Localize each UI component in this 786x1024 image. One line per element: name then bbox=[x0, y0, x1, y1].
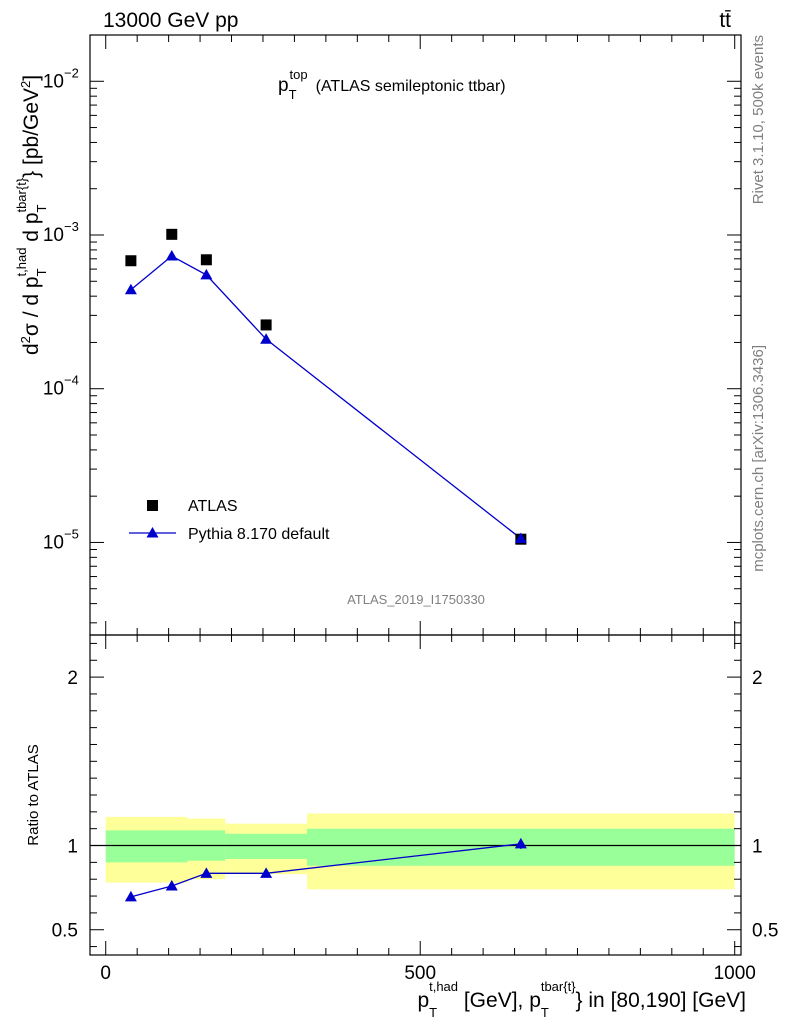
ratio-point-0 bbox=[124, 890, 137, 902]
uncertainty-band-inner-2 bbox=[225, 833, 307, 859]
ratio-y-label: Ratio to ATLAS bbox=[25, 744, 42, 845]
ratio-xtick-label-0: 0 bbox=[100, 963, 111, 984]
ratio-ytick-label-left-0: 0.5 bbox=[52, 921, 78, 942]
atlas-point-3 bbox=[260, 319, 272, 331]
atlas-point-1 bbox=[166, 228, 178, 240]
main-ytick-exp-1: −3 bbox=[64, 219, 79, 234]
ratio-frame bbox=[89, 634, 742, 956]
ratio-xtick-label-1: 500 bbox=[404, 963, 436, 984]
main-ytick-exp-0: −2 bbox=[64, 65, 79, 80]
ratio-ytick-label-right-2: 2 bbox=[752, 668, 763, 689]
ratio-panel: 0.5 0.5 1 1 2 2 0 500 1000 Ratio to ATLAS pTt,ha… bbox=[25, 634, 778, 1020]
main-ytick-exp-3: −5 bbox=[64, 526, 79, 541]
atlas-point-0 bbox=[125, 255, 137, 267]
beam-label: 13000 GeV pp bbox=[103, 9, 238, 32]
legend-mc-marker bbox=[146, 527, 159, 538]
ratio-ytick-label-left-2: 2 bbox=[67, 668, 78, 689]
main-ytick-label-1: 10 bbox=[43, 225, 64, 246]
mc-point-1 bbox=[165, 250, 178, 261]
x-axis-label: pTt,had [GeV], pTtbar{t}} in [80,190] [G… bbox=[417, 979, 746, 1020]
legend-mc-label: Pythia 8.170 default bbox=[188, 526, 330, 543]
uncertainty-band-inner-0 bbox=[105, 830, 188, 863]
mc-point-0 bbox=[124, 283, 137, 295]
main-ytick-label-3: 10 bbox=[43, 532, 64, 553]
main-title: pTtop(ATLAS semileptonic ttbar) bbox=[278, 67, 506, 102]
main-frame bbox=[89, 34, 742, 636]
ratio-xtick-label-2: 1000 bbox=[714, 963, 756, 984]
ratio-point-1 bbox=[165, 879, 178, 891]
ratio-point-2 bbox=[200, 867, 213, 878]
main-y-label: d2σ / d pTt,had d pTtbar{t}} [pb/GeV2] bbox=[14, 75, 49, 355]
rivet-label: Rivet 3.1.10, 500k events bbox=[750, 35, 767, 204]
ratio-ytick-label-right-0: 0.5 bbox=[752, 921, 778, 942]
legend-atlas-marker bbox=[147, 500, 158, 511]
main-panel: 10−210−310−410−5 pTtop(ATLAS semileptoni… bbox=[14, 34, 742, 636]
analysis-watermark: ATLAS_2019_I1750330 bbox=[347, 592, 485, 607]
mc-series-line bbox=[130, 255, 522, 540]
ratio-ytick-label-right-1: 1 bbox=[752, 837, 763, 858]
main-ytick-label-0: 10 bbox=[43, 71, 64, 92]
legend: ATLAS Pythia 8.170 default bbox=[129, 498, 330, 543]
main-ytick-label-2: 10 bbox=[43, 379, 64, 400]
mcplots-label: mcplots.cern.ch [arXiv:1306.3436] bbox=[750, 345, 767, 572]
main-ytick-exp-2: −4 bbox=[64, 373, 79, 388]
ratio-point-4 bbox=[514, 837, 527, 849]
atlas-point-2 bbox=[200, 254, 212, 266]
ratio-point-3 bbox=[260, 867, 273, 878]
mc-point-2 bbox=[200, 268, 213, 280]
mc-point-3 bbox=[260, 333, 273, 344]
svg-text:d2σ / d pTt,had d pTtbar{t}} [: d2σ / d pTt,had d pTtbar{t}} [pb/GeV2] bbox=[14, 75, 49, 355]
mc-point-4 bbox=[514, 532, 527, 544]
ratio-ytick-label-left-1: 1 bbox=[67, 837, 78, 858]
legend-atlas-label: ATLAS bbox=[188, 498, 238, 515]
process-label: tt̄ bbox=[719, 9, 731, 32]
